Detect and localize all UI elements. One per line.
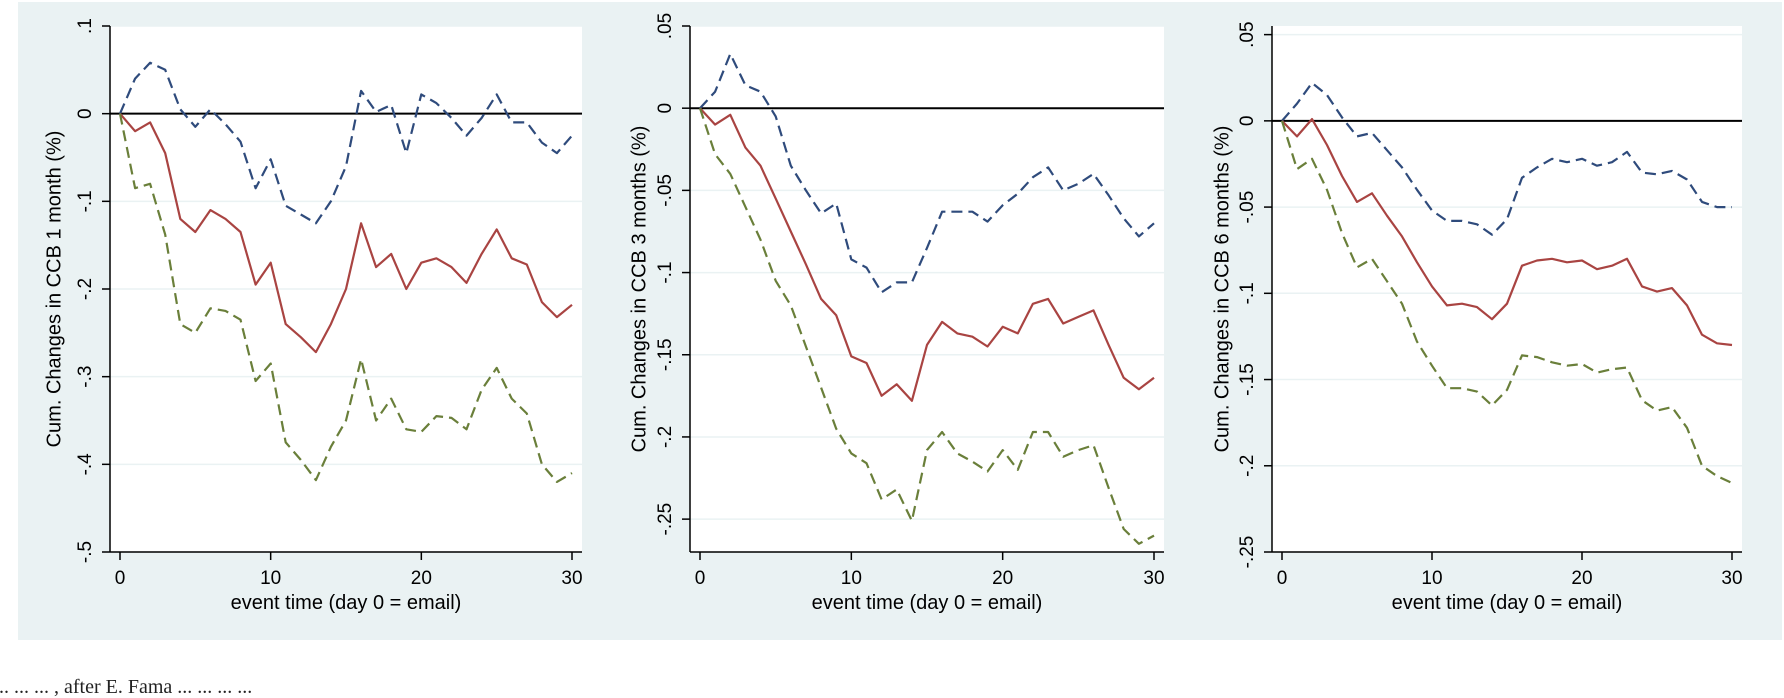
x-axis-title: event time (day 0 = email) [231,592,462,614]
y-tick-label: -.05 [655,174,676,207]
x-tick-label: 30 [1143,568,1164,589]
y-tick-label: -.1 [655,261,676,283]
y-tick-label: -.15 [1237,363,1258,396]
lower-dashed-series-line [118,113,573,483]
x-tick-label: 0 [1277,568,1288,589]
y-tick-label: -.25 [1237,536,1258,569]
plot-area [690,26,1164,552]
chart-panel-3: .05 0 -.05 -.1 -.15 -.2 -.25 0 10 20 30 event time … [1211,21,1742,614]
x-tick-label: 0 [695,568,706,589]
y-tick-label: -.2 [655,426,676,448]
y-tick-label: -.2 [75,278,96,300]
x-axis-title: event time (day 0 = email) [812,592,1043,614]
mean-series-line [1281,117,1733,347]
y-axis-title: Cum. Changes in CCB 1 month (%) [43,131,65,448]
y-tick-label: 0 [655,103,676,114]
y-tick-label: -.1 [1237,282,1258,304]
y-tick-label: 0 [1237,116,1258,127]
y-tick-label: -.25 [655,503,676,536]
figure-caption: ... ... ... , after E. Fama ... ... ... … [0,676,253,698]
y-tick-label: -.5 [75,541,96,563]
y-tick-label: -.3 [75,366,96,388]
chart-panel-2: .05 0 -.05 -.1 -.15 -.2 -.25 0 10 20 30 event time … [628,13,1164,614]
y-tick-label: -.2 [1237,455,1258,477]
y-tick-label: 0 [75,108,96,119]
x-tick-label: 0 [115,568,126,589]
x-tick-label: 30 [561,568,582,589]
x-tick-label: 10 [260,568,281,589]
upper-dashed-series-line [118,61,573,225]
y-axis-title: Cum. Changes in CCB 6 months (%) [1211,126,1233,453]
x-tick-label: 20 [992,568,1013,589]
lower-dashed-series-line [698,107,1155,545]
y-tick-label: .05 [1237,21,1258,47]
y-tick-label: -.4 [75,453,96,476]
y-tick-label: .1 [75,18,96,34]
upper-dashed-series-line [699,52,1155,294]
mean-series-line [699,107,1155,402]
y-axis-title: Cum. Changes in CCB 3 months (%) [628,126,650,453]
chart-panel-1: .1 0 -.1 -.2 -.3 -.4 -.5 0 10 20 30 event time (day… [43,18,582,614]
y-tick-label: -.15 [655,338,676,371]
x-tick-label: 20 [411,568,432,589]
x-tick-label: 30 [1721,568,1742,589]
y-tick-label: -.05 [1237,191,1258,224]
y-tick-label: -.1 [75,190,96,212]
y-tick-label: .05 [655,13,676,39]
x-tick-label: 20 [1571,568,1592,589]
x-tick-label: 10 [841,568,862,589]
x-tick-label: 10 [1421,568,1442,589]
lower-dashed-series-line [1280,120,1733,484]
mean-series-line [119,112,573,354]
x-axis-title: event time (day 0 = email) [1392,592,1623,614]
